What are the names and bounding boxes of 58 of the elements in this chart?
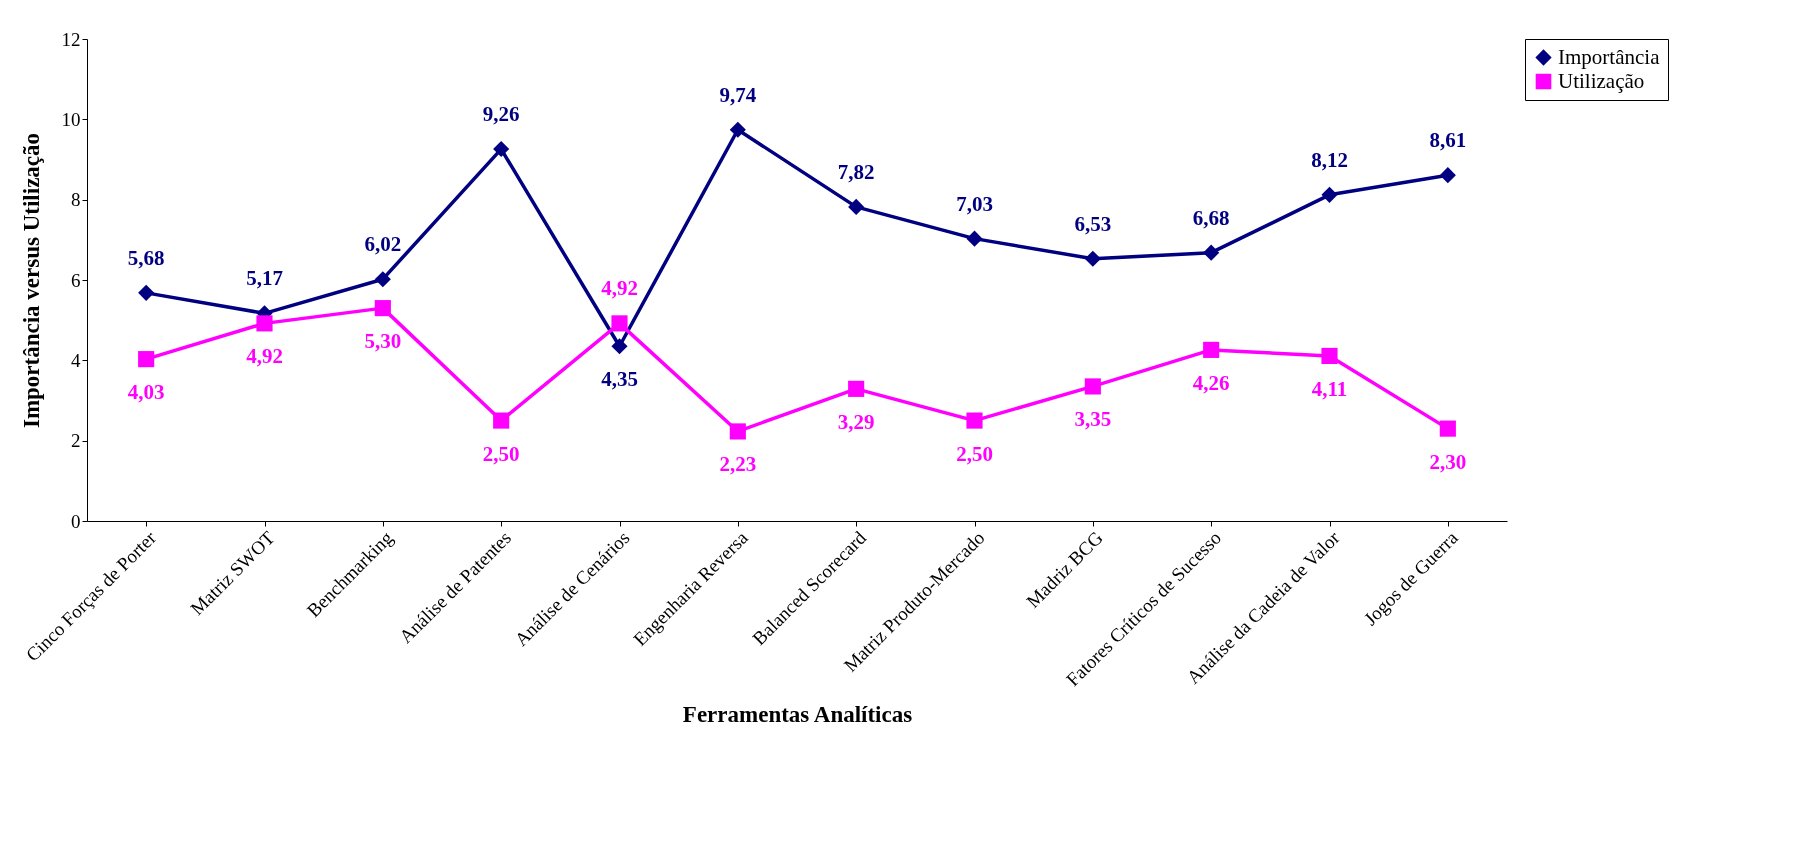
point (374, 271, 391, 288)
data-label: 6,68 (1192, 205, 1230, 230)
point (138, 351, 155, 368)
point (966, 230, 983, 247)
y-tick-label: 6 (71, 269, 81, 291)
point (966, 412, 983, 429)
data-label: 6,53 (1074, 211, 1112, 236)
point (729, 121, 746, 138)
data-label: 6,02 (364, 232, 402, 257)
point (611, 338, 628, 355)
data-label: 4,03 (127, 380, 165, 405)
data-label: 8,61 (1429, 128, 1467, 153)
data-label: 3,29 (837, 409, 875, 434)
data-label: 3,35 (1074, 407, 1112, 432)
point (1084, 378, 1101, 395)
point (493, 140, 510, 158)
y-tick-label: 12 (61, 28, 81, 50)
data-label: 4,11 (1311, 376, 1348, 401)
x-axis-title: Ferramentas Analíticas (682, 702, 913, 728)
data-label: 7,82 (837, 159, 875, 184)
point (1321, 347, 1338, 364)
y-tick-label: 4 (71, 349, 81, 371)
point (1203, 244, 1220, 261)
point (493, 412, 510, 429)
y-tick-label: 8 (71, 189, 81, 211)
data-label: 4,92 (246, 344, 283, 369)
data-label: 2,30 (1429, 449, 1467, 474)
data-label: 5,68 (127, 245, 165, 270)
data-label: 5,30 (364, 329, 402, 354)
point (1321, 186, 1338, 203)
point (848, 380, 865, 397)
point (256, 315, 273, 332)
point (1439, 167, 1456, 184)
y-tick-label: 2 (71, 430, 81, 452)
point (1084, 250, 1101, 267)
point (1203, 341, 1220, 358)
data-label: 7,03 (956, 191, 993, 216)
point (374, 300, 391, 317)
data-label: 4,26 (1192, 370, 1230, 395)
data-label: 4,35 (601, 367, 638, 392)
data-label: 9,26 (482, 102, 520, 127)
data-label: 4,92 (601, 276, 638, 301)
y-tick-label: 10 (61, 108, 81, 130)
legend-label: Utilização (1558, 68, 1645, 93)
data-label: 2,50 (482, 441, 520, 466)
point (848, 198, 865, 215)
data-label: 9,74 (719, 82, 757, 107)
point (138, 284, 155, 301)
data-label: 5,17 (246, 266, 283, 291)
data-label: 8,12 (1311, 147, 1348, 172)
point (1439, 420, 1456, 437)
y-tick-label: 0 (71, 510, 81, 532)
y-axis-title: Importância versus Utilização (18, 132, 44, 429)
legend-label: Importância (1558, 44, 1661, 69)
point (611, 315, 628, 332)
point (729, 423, 746, 440)
data-label: 2,50 (956, 441, 993, 466)
data-label: 2,23 (719, 452, 757, 477)
